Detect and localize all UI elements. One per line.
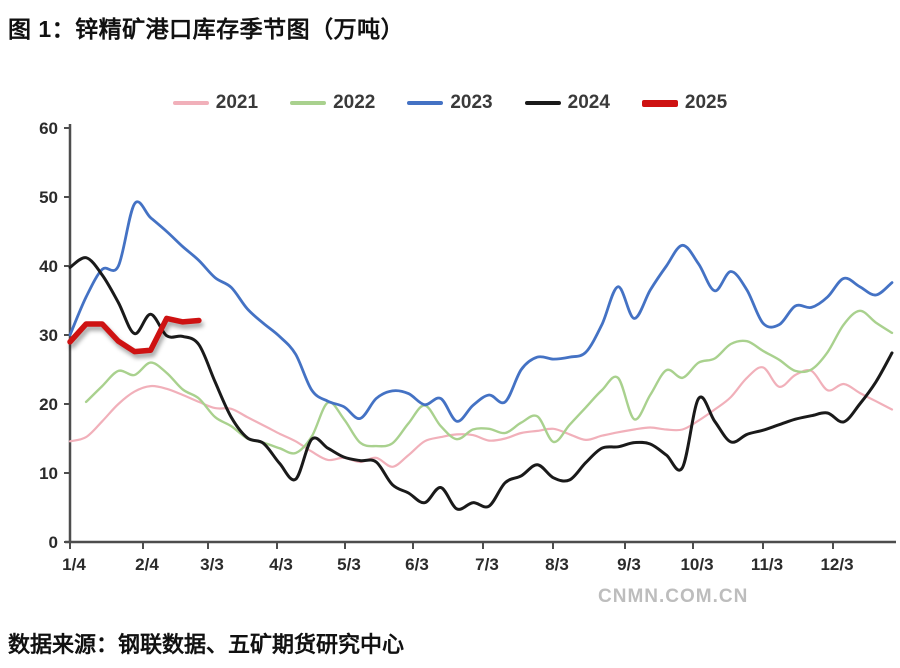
- legend-swatch-2023: [407, 100, 444, 106]
- y-tick-label: 10: [39, 464, 58, 483]
- legend-item-2022: 2022: [290, 92, 375, 114]
- x-tick-label: 9/3: [617, 555, 641, 574]
- x-tick-label: 1/4: [62, 555, 86, 574]
- y-tick-label: 40: [39, 257, 58, 276]
- y-tick-label: 50: [39, 188, 58, 207]
- x-tick-label: 12/3: [820, 555, 853, 574]
- x-tick-label: 11/3: [751, 555, 783, 574]
- x-tick-label: 10/3: [680, 555, 713, 574]
- legend-label-2022: 2022: [333, 92, 376, 113]
- legend-swatch-2021: [172, 101, 209, 105]
- legend-item-2024: 2024: [524, 92, 610, 114]
- x-tick-label: 8/3: [545, 555, 569, 574]
- watermark: CNMN.COM.CN: [598, 586, 749, 607]
- legend-label-2023: 2023: [450, 92, 493, 113]
- y-tick-label: 30: [39, 326, 58, 345]
- legend-item-2025: 2025: [641, 92, 728, 114]
- x-tick-label: 6/3: [405, 555, 429, 574]
- series-2025-line: [67, 315, 202, 355]
- data-source-note: 数据来源：钢联数据、五矿期货研究中心: [8, 632, 405, 657]
- series-2023-line: [68, 200, 894, 423]
- series-2024-line: [68, 256, 894, 511]
- legend-label-2021: 2021: [215, 92, 259, 113]
- y-tick-label: 60: [39, 120, 58, 138]
- y-tick-label: 0: [49, 533, 58, 552]
- x-tick-label: 2/4: [135, 555, 159, 574]
- x-tick-label: 7/3: [475, 555, 499, 574]
- legend-swatch-2025: [641, 99, 678, 107]
- series-2022-line: [84, 309, 894, 455]
- legend-swatch-2022: [290, 101, 327, 105]
- series-2021-line: [68, 366, 894, 468]
- x-tick-label: 4/3: [269, 555, 293, 574]
- legend-item-2023: 2023: [407, 92, 493, 114]
- legend-label-2025: 2025: [684, 92, 728, 113]
- legend-swatch-2024: [524, 100, 561, 106]
- chart-title: 图 1：锌精矿港口库存季节图（万吨）: [8, 16, 405, 42]
- legend-item-2021: 2021: [172, 92, 259, 114]
- chart-canvas: 0 10 20 30 40 50 60 1/4 2/4 3/3 4/3 5/3 6/3 7/3 8/3 9/3…: [39, 120, 896, 574]
- legend: 2021 2022 2023 2024 2025: [0, 88, 900, 118]
- x-tick-label: 5/3: [337, 555, 361, 574]
- y-tick-label: 20: [39, 395, 58, 414]
- x-tick-label: 3/3: [200, 555, 224, 574]
- legend-label-2024: 2024: [567, 92, 610, 113]
